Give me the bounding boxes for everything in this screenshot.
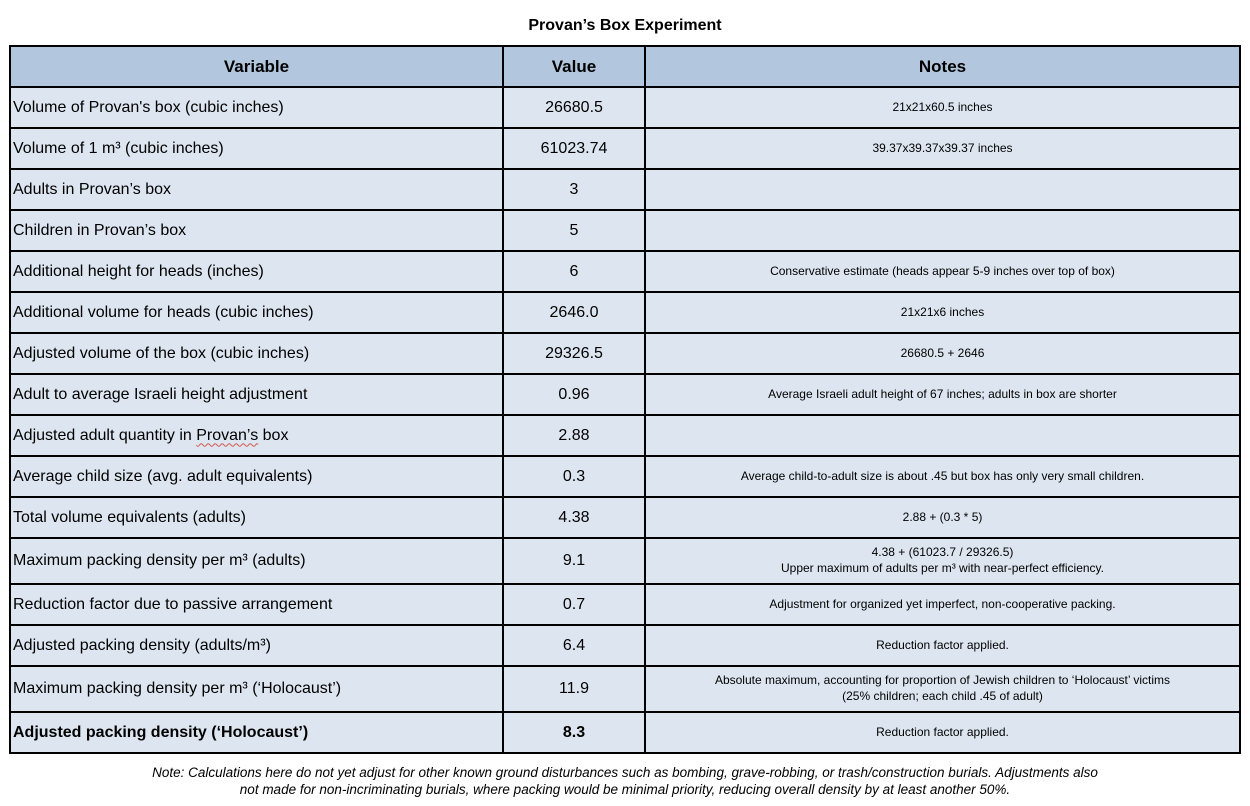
note-cell: 39.37x39.37x39.37 inches	[644, 127, 1241, 170]
note-cell: 21x21x6 inches	[644, 291, 1241, 334]
experiment-table: Variable Value Notes Volume of Provan's …	[9, 45, 1241, 754]
value-cell: 6.4	[502, 624, 646, 667]
table-row: Volume of 1 m³ (cubic inches) 61023.74 3…	[9, 127, 1241, 170]
table-row: Maximum packing density per m³ (‘Holocau…	[9, 665, 1241, 713]
value-cell: 9.1	[502, 537, 646, 585]
table-row: Reduction factor due to passive arrangem…	[9, 583, 1241, 626]
note-cell: 26680.5 + 2646	[644, 332, 1241, 375]
table-row: Adjusted volume of the box (cubic inches…	[9, 332, 1241, 375]
value-cell: 0.96	[502, 373, 646, 416]
table-row: Additional volume for heads (cubic inche…	[9, 291, 1241, 334]
table-row: Adults in Provan’s box 3	[9, 168, 1241, 211]
variable-cell: Adjusted adult quantity in Provan’s box	[9, 414, 504, 457]
misspelled-word: Provan’s	[196, 426, 259, 444]
footer-note: Note: Calculations here do not yet adjus…	[152, 765, 1098, 798]
variable-cell: Reduction factor due to passive arrangem…	[9, 583, 504, 626]
value-cell: 29326.5	[502, 332, 646, 375]
variable-text: Adjusted adult quantity in	[13, 426, 197, 444]
note-cell: Conservative estimate (heads appear 5-9 …	[644, 250, 1241, 293]
variable-cell: Adults in Provan’s box	[9, 168, 504, 211]
note-cell: Average child-to-adult size is about .45…	[644, 455, 1241, 498]
note-cell: Reduction factor applied.	[644, 624, 1241, 667]
column-header-notes: Notes	[644, 45, 1241, 88]
column-header-variable: Variable	[9, 45, 504, 88]
note-cell: 21x21x60.5 inches	[644, 86, 1241, 129]
variable-cell: Volume of Provan's box (cubic inches)	[9, 86, 504, 129]
value-cell: 4.38	[502, 496, 646, 539]
variable-cell: Maximum packing density per m³ (‘Holocau…	[9, 665, 504, 713]
table-row: Maximum packing density per m³ (adults) …	[9, 537, 1241, 585]
value-cell: 6	[502, 250, 646, 293]
variable-cell: Adult to average Israeli height adjustme…	[9, 373, 504, 416]
note-cell	[644, 209, 1241, 252]
table-row: Total volume equivalents (adults) 4.38 2…	[9, 496, 1241, 539]
variable-cell: Maximum packing density per m³ (adults)	[9, 537, 504, 585]
value-cell: 3	[502, 168, 646, 211]
value-cell: 11.9	[502, 665, 646, 713]
note-cell: 4.38 + (61023.7 / 29326.5) Upper maximum…	[644, 537, 1241, 585]
variable-text: box	[258, 426, 289, 444]
note-cell: Adjustment for organized yet imperfect, …	[644, 583, 1241, 626]
table-row: Additional height for heads (inches) 6 C…	[9, 250, 1241, 293]
table-row: Adjusted packing density (‘Holocaust’) 8…	[9, 711, 1241, 754]
variable-cell: Additional volume for heads (cubic inche…	[9, 291, 504, 334]
value-cell: 5	[502, 209, 646, 252]
variable-cell: Adjusted volume of the box (cubic inches…	[9, 332, 504, 375]
table-row: Adult to average Israeli height adjustme…	[9, 373, 1241, 416]
value-cell: 2646.0	[502, 291, 646, 334]
value-cell: 61023.74	[502, 127, 646, 170]
table-row: Children in Provan’s box 5	[9, 209, 1241, 252]
header-row: Variable Value Notes	[9, 45, 1241, 88]
variable-cell: Total volume equivalents (adults)	[9, 496, 504, 539]
note-cell	[644, 168, 1241, 211]
table-row: Adjusted packing density (adults/m³) 6.4…	[9, 624, 1241, 667]
variable-cell: Adjusted packing density (adults/m³)	[9, 624, 504, 667]
note-cell	[644, 414, 1241, 457]
table-row: Average child size (avg. adult equivalen…	[9, 455, 1241, 498]
table-row: Adjusted adult quantity in Provan’s box …	[9, 414, 1241, 457]
value-cell: 8.3	[502, 711, 646, 754]
note-cell: Absolute maximum, accounting for proport…	[644, 665, 1241, 713]
table-row: Volume of Provan's box (cubic inches) 26…	[9, 86, 1241, 129]
note-cell: Average Israeli adult height of 67 inche…	[644, 373, 1241, 416]
variable-cell: Children in Provan’s box	[9, 209, 504, 252]
page-title: Provan’s Box Experiment	[528, 17, 722, 34]
value-cell: 2.88	[502, 414, 646, 457]
column-header-value: Value	[502, 45, 646, 88]
value-cell: 0.3	[502, 455, 646, 498]
variable-cell: Average child size (avg. adult equivalen…	[9, 455, 504, 498]
variable-cell: Additional height for heads (inches)	[9, 250, 504, 293]
value-cell: 26680.5	[502, 86, 646, 129]
variable-cell: Adjusted packing density (‘Holocaust’)	[9, 711, 504, 754]
variable-cell: Volume of 1 m³ (cubic inches)	[9, 127, 504, 170]
value-cell: 0.7	[502, 583, 646, 626]
note-cell: Reduction factor applied.	[644, 711, 1241, 754]
note-cell: 2.88 + (0.3 * 5)	[644, 496, 1241, 539]
